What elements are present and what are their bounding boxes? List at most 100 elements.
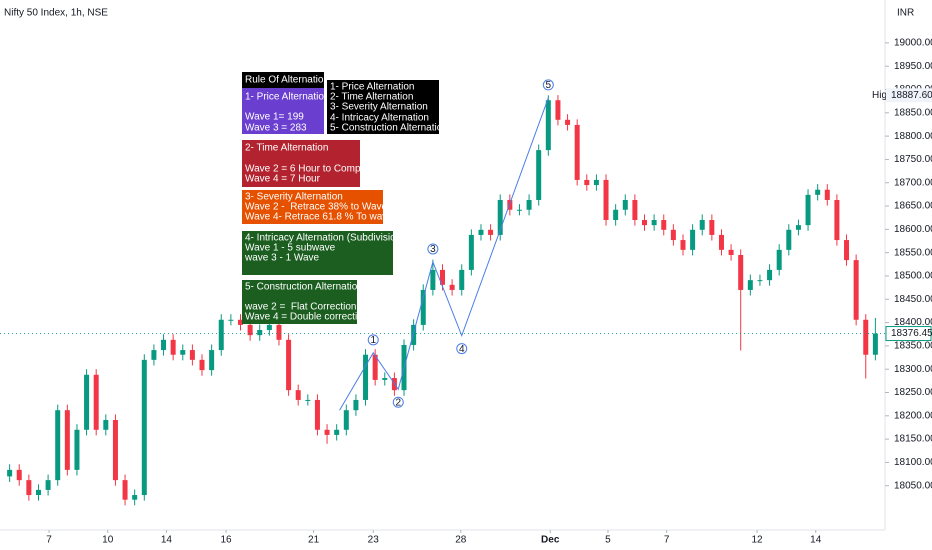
currency: INR: [897, 8, 914, 19]
candle-body: [728, 249, 734, 255]
candle-body: [430, 269, 436, 290]
candle-body: [420, 289, 426, 325]
wave-label-circle: [392, 396, 404, 408]
wave-label-circle: [367, 334, 379, 346]
candle-body: [257, 330, 263, 336]
candle-body: [497, 199, 503, 235]
y-tick-label: 18300.00: [894, 364, 932, 375]
last-price-box: [885, 326, 932, 342]
x-tick-label: 5: [605, 535, 611, 546]
candle-body: [132, 495, 138, 500]
wave-label-circle: [542, 79, 554, 91]
candle-body: [237, 319, 243, 325]
candle-body: [276, 324, 282, 340]
wave-label: 3: [430, 244, 436, 255]
y-tick-label: 18200.00: [894, 410, 932, 421]
candle-body: [74, 429, 80, 470]
note-line: 4- Intricacy Alternation (Subdivision): [245, 233, 405, 244]
candle-body: [343, 410, 349, 430]
candle-body: [84, 374, 90, 430]
note-line: 2- Time Alternation: [330, 92, 413, 103]
x-tick-label: 28: [455, 535, 467, 546]
candle-body: [795, 225, 801, 230]
x-tick-label: 21: [308, 535, 320, 546]
note: 5- Construction Alternation wave 2 = Flat…: [242, 280, 368, 324]
candle-body: [228, 319, 234, 321]
candle-body: [622, 199, 628, 210]
x-tick-label: 14: [810, 535, 822, 546]
candle-body: [536, 150, 542, 200]
note-box: [242, 231, 393, 275]
candle-body: [468, 234, 474, 270]
note-line: wave 2 = Flat Correction: [244, 302, 356, 313]
wave-label: 5: [546, 80, 552, 91]
x-tick-label: 10: [102, 535, 114, 546]
note-box: [242, 72, 324, 88]
candle-body: [26, 480, 32, 496]
y-tick-label: 18700.00: [894, 177, 932, 188]
y-tick-label: 18150.00: [894, 434, 932, 445]
candle-body: [565, 119, 571, 125]
y-tick-label: 18650.00: [894, 201, 932, 212]
candle-body: [776, 249, 782, 270]
note-line: Wave 1 - 5 subwave: [245, 243, 336, 254]
candle-body: [545, 100, 551, 151]
note-box: [242, 280, 357, 324]
y-tick-label: 18800.00: [894, 131, 932, 142]
note: Rule Of Alternation: [242, 72, 329, 88]
y-tick-label: 18850.00: [894, 107, 932, 118]
candle-body: [478, 229, 484, 235]
note-line: 2- Time Alternation: [245, 143, 328, 154]
candle-body: [170, 339, 176, 355]
candle-body: [64, 410, 70, 470]
candle-body: [411, 324, 417, 345]
candle-body: [93, 374, 99, 430]
candle-body: [151, 350, 157, 360]
candle-body: [786, 229, 792, 250]
candle-body: [718, 234, 724, 250]
candle-body: [314, 399, 320, 430]
wave-label: 4: [459, 344, 465, 355]
x-tick-label: 16: [220, 535, 232, 546]
x-tick-label: 7: [664, 535, 670, 546]
candle-body: [670, 229, 676, 241]
candle-body: [55, 410, 61, 481]
candle-body: [613, 209, 619, 221]
candle-body: [45, 480, 51, 490]
candle-body: [603, 179, 609, 221]
x-tick-label: Dec: [541, 535, 560, 546]
wave-label-circle: [427, 243, 439, 255]
note-line: 4- Intricacy Alternation: [330, 113, 429, 124]
y-tick-label: 18750.00: [894, 154, 932, 165]
y-tick-label: 18600.00: [894, 224, 932, 235]
note-line: Rule Of Alternation: [245, 75, 329, 86]
candle-body: [632, 199, 638, 221]
candle-body: [103, 419, 109, 430]
candle-body: [459, 269, 465, 290]
y-tick-label: 18400.00: [894, 317, 932, 328]
candle-body: [738, 254, 744, 290]
x-tick-label: 7: [46, 535, 52, 546]
y-tick-label: 19000.00: [894, 38, 932, 49]
candle-body: [709, 220, 715, 235]
candle-body: [363, 354, 369, 400]
y-tick-label: 18950.00: [894, 61, 932, 72]
note: 2- Time Alternation Wave 2 = 6 Hour to Co…: [242, 140, 377, 187]
candle-body: [199, 359, 205, 371]
candle-body: [526, 199, 532, 210]
candle-body: [584, 179, 590, 186]
candle-body: [516, 209, 522, 211]
note-line: Wave 1= 199: [245, 112, 304, 123]
wave-label-circle: [456, 343, 468, 355]
note-line: Wave 4 = 7 Hour: [245, 174, 321, 185]
note-box: [327, 80, 439, 134]
candle-body: [218, 319, 224, 351]
note-line: Wave 2 = 6 Hour to Complete: [245, 164, 377, 175]
note-box: [242, 140, 360, 187]
x-tick-label: 14: [161, 535, 173, 546]
chart-title: Nifty 50 Index, 1h, NSE: [4, 8, 108, 19]
candle-body: [767, 269, 773, 281]
